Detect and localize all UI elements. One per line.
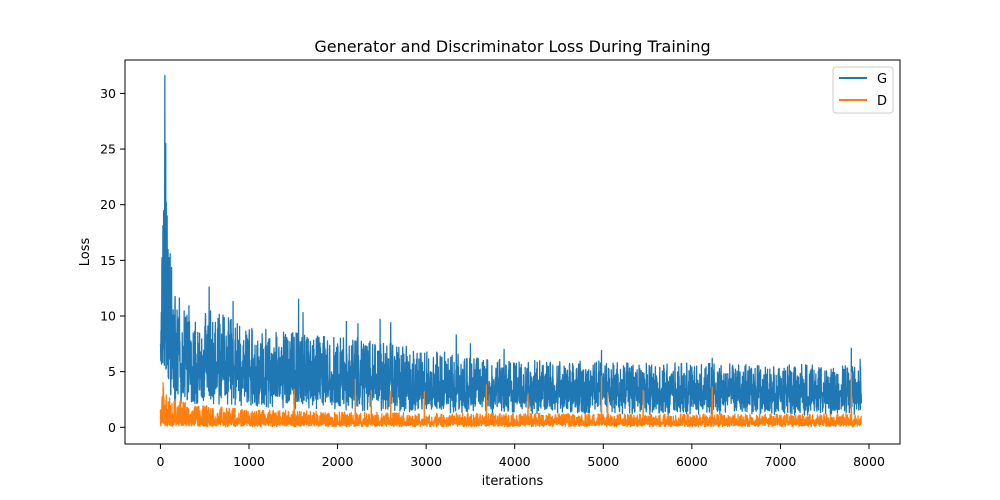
x-tick-label: 3000 xyxy=(410,454,442,469)
x-axis-label: iterations xyxy=(482,474,544,489)
y-tick-label: 30 xyxy=(100,86,116,101)
chart-title: Generator and Discriminator Loss During … xyxy=(314,37,710,56)
y-axis: 0 5 10 15 20 25 30 xyxy=(100,86,125,435)
legend-label-g: G xyxy=(877,72,887,87)
series-line-d xyxy=(159,372,863,428)
plot-area xyxy=(159,74,863,428)
y-tick-label: 20 xyxy=(100,197,116,212)
y-tick-label: 10 xyxy=(100,309,116,324)
y-axis-label: Loss xyxy=(78,238,93,267)
axes-frame xyxy=(124,59,901,445)
series-layer xyxy=(159,74,863,428)
x-tick-label: 1000 xyxy=(233,454,265,469)
series-line-g xyxy=(159,74,863,417)
x-tick-label: 6000 xyxy=(676,454,708,469)
y-tick-label: 5 xyxy=(108,364,116,379)
x-tick-label: 7000 xyxy=(765,454,797,469)
legend-label-d: D xyxy=(877,94,887,109)
y-tick-label: 15 xyxy=(100,253,116,268)
x-tick-label: 8000 xyxy=(853,454,885,469)
x-tick-label: 5000 xyxy=(587,454,619,469)
legend: G D xyxy=(832,66,894,114)
x-tick-label: 0 xyxy=(156,454,164,469)
x-tick-label: 4000 xyxy=(499,454,531,469)
y-tick-label: 25 xyxy=(100,142,116,157)
x-axis: 0 1000 2000 3000 4000 5000 6000 7000 8000 xyxy=(156,444,885,469)
y-tick-label: 0 xyxy=(108,420,116,435)
x-tick-label: 2000 xyxy=(322,454,354,469)
